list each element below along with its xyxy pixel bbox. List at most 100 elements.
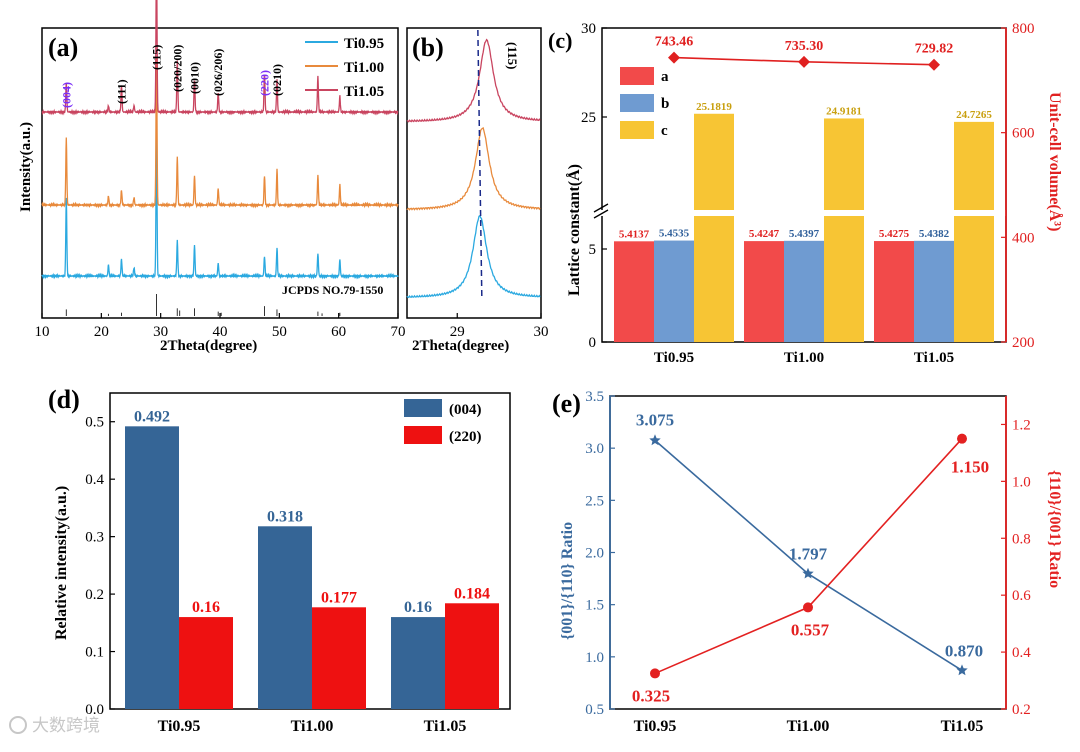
panel-a-reference (65, 294, 341, 316)
y-tick-label-left: 0.5 (585, 702, 604, 718)
bar-004-ti095 (125, 426, 179, 709)
peak-label: (111) (115, 79, 129, 104)
xrd-trace-ti105 (41, 0, 399, 116)
panel-b-reference-line (477, 29, 483, 301)
panel-b-x-ticks: 29 30 (450, 313, 549, 340)
x-category-label: Ti1.05 (914, 350, 954, 366)
ratio-value-label-right: 0.557 (791, 620, 830, 639)
bar-value-label: 24.9181 (826, 105, 862, 117)
panel-a-ylabel: Intensity(a.u.) (18, 122, 34, 212)
bar-value-label: 0.492 (134, 408, 170, 425)
volume-value-label: 735.30 (785, 39, 824, 54)
x-category-label: Ti1.00 (787, 718, 830, 735)
panel-a-xlabel: 2Theta(degree) (160, 338, 257, 354)
legend-004-swatch (404, 399, 442, 417)
x-category-label: Ti0.95 (158, 718, 201, 735)
y-tick-label-right: 0.6 (1012, 588, 1031, 604)
bar-220-ti095 (179, 617, 233, 709)
panel-b-peak-label: (115) (505, 42, 520, 69)
bar-value-label: 24.7265 (956, 109, 992, 121)
panel-d-label: (d) (48, 385, 80, 414)
bar-a-ti100 (744, 241, 784, 342)
volume-marker (798, 55, 810, 68)
axis-break-gap (594, 210, 1006, 216)
y-tick-label-right: 800 (1012, 21, 1035, 37)
ratio-value-label-right: 1.150 (951, 458, 989, 477)
ratio-value-label-left: 1.797 (789, 545, 828, 564)
x-tick-label: 40 (213, 324, 228, 340)
ratio-circle-marker (650, 668, 660, 679)
y-tick-label: 0.4 (85, 472, 104, 488)
bar-value-label: 5.4137 (619, 228, 650, 240)
y-tick-label-right: 0.4 (1012, 645, 1031, 661)
x-tick-label: 50 (272, 324, 287, 340)
ratio-star-marker (802, 567, 814, 579)
panel-a-label: (a) (48, 33, 78, 62)
y-tick-label: 0.1 (85, 645, 104, 661)
ratio-value-label-left: 0.870 (945, 641, 983, 660)
ratio-star-marker (649, 434, 661, 446)
legend-ti095-label: Ti0.95 (344, 36, 384, 52)
x-category-label: Ti1.00 (784, 350, 824, 366)
bar-value-label: 0.16 (192, 599, 220, 616)
bar-a-ti095 (614, 241, 654, 342)
bar-004-ti100 (258, 526, 312, 709)
bar-c-ti100 (824, 118, 864, 342)
x-tick-label: 30 (153, 324, 168, 340)
bar-value-label: 0.318 (267, 508, 303, 525)
peak-label: (004) (59, 82, 73, 108)
y-tick-label-left: 1.5 (585, 598, 604, 614)
panel-d-ylabel: Relative intensity(a.u.) (53, 486, 70, 640)
xrd-zoom-trace-ti105 (406, 38, 541, 123)
peak-label: (0210) (270, 64, 284, 96)
panel-c-ylabel-left: Lattice constant(Å) (565, 164, 583, 296)
legend-b-label: b (661, 96, 669, 112)
xrd-zoom-trace-ti095 (406, 214, 541, 299)
volume-marker (928, 58, 940, 71)
panel-e-axes: 0.5 1.0 1.5 2.0 2.5 3.0 3.5 0.2 0.4 0.6 0.8 1.0 1.2 T… (585, 389, 1031, 735)
panel-b-traces (406, 38, 541, 299)
panel-d-axes: 0.0 0.1 0.2 0.3 0.4 0.5 Ti0.95 Ti1.00 Ti1.05 (85, 415, 466, 735)
y-tick-label-left: 3.0 (585, 441, 604, 457)
panel-c-lattice: 5.4137 5.4247 5.4275 5.4535 5.4397 5.4382 25.1… (548, 21, 1064, 366)
panel-c-volume-line: 743.46 735.30 729.82 (655, 35, 954, 71)
ratio-value-label-right: 0.325 (632, 686, 670, 705)
y-tick-label-right: 0.8 (1012, 531, 1031, 547)
bar-value-label: 0.184 (454, 585, 490, 602)
y-tick-label-right: 1.0 (1012, 474, 1031, 490)
panel-e-lines: 3.075 1.797 0.870 0.325 0.557 1.150 (632, 410, 989, 705)
bar-value-label: 5.4247 (749, 228, 780, 240)
x-category-label: Ti1.05 (941, 718, 984, 735)
volume-value-label: 729.82 (915, 42, 954, 57)
y-tick-label-left: 2.0 (585, 546, 604, 562)
x-tick-label: 29 (450, 324, 465, 340)
x-category-label: Ti1.05 (424, 718, 467, 735)
legend-a-label: a (661, 69, 669, 85)
panel-b-frame (406, 27, 542, 319)
x-category-label: Ti1.00 (291, 718, 334, 735)
y-tick-label: 0.3 (85, 530, 104, 546)
peak-label: (0010) (187, 62, 201, 94)
legend-c-label: c (661, 123, 668, 139)
y-tick-label-right: 200 (1012, 335, 1035, 351)
legend-a-swatch (620, 67, 654, 85)
panel-e-ylabel-right: {110}/{001} Ratio (1046, 470, 1063, 588)
x-tick-label: 30 (534, 324, 549, 340)
bar-220-ti100 (312, 607, 366, 709)
y-tick-label: 0.5 (85, 415, 104, 431)
bar-004-ti105 (391, 617, 445, 709)
bar-220-ti105 (445, 603, 499, 709)
ratio-circle-marker (803, 602, 813, 613)
bar-value-label: 25.1819 (696, 101, 732, 113)
x-tick-label: 10 (35, 324, 50, 340)
panel-a-xrd: 10 20 30 40 50 60 70 (004) (111)(115) (020/200)(… (18, 0, 406, 354)
volume-marker (668, 51, 680, 64)
x-tick-label: 60 (331, 324, 346, 340)
watermark-text: 大数跨境 (32, 716, 100, 735)
y-tick-label-left: 3.5 (585, 389, 604, 405)
bar-c-ti095 (694, 113, 734, 342)
bar-value-label: 0.177 (321, 589, 357, 606)
x-category-label: Ti0.95 (654, 350, 694, 366)
ratio-circle-marker (957, 433, 967, 444)
